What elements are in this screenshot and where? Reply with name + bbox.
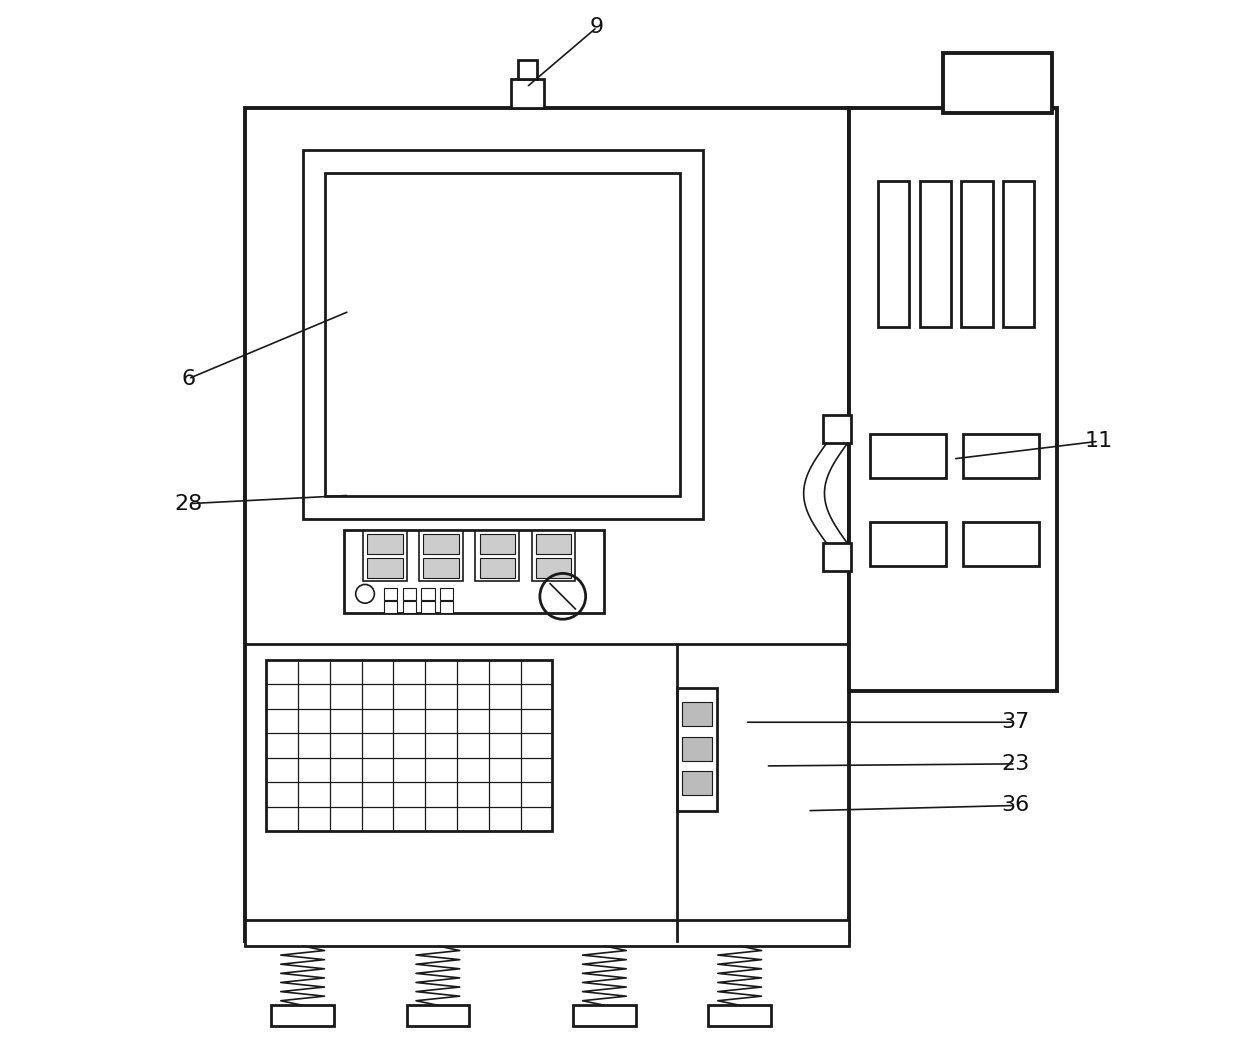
Bar [475, 532, 520, 581]
Bar [823, 415, 851, 444]
Text: 23: 23 [1002, 754, 1029, 774]
Text: 11: 11 [1085, 431, 1112, 451]
Bar [422, 587, 435, 600]
Bar [363, 532, 407, 581]
Bar [677, 688, 717, 811]
Bar [480, 558, 515, 578]
Bar [367, 534, 403, 554]
Text: 37: 37 [1002, 712, 1029, 732]
Text: 28: 28 [174, 494, 202, 514]
Bar [961, 181, 992, 327]
Bar [480, 534, 515, 554]
Bar [272, 1005, 334, 1026]
Bar [367, 558, 403, 578]
Bar [823, 543, 851, 572]
Bar [869, 522, 946, 566]
Bar [423, 534, 459, 554]
Bar [440, 587, 454, 600]
Bar [963, 522, 1039, 566]
Text: 9: 9 [590, 17, 604, 37]
Bar [423, 558, 459, 578]
Bar [682, 771, 712, 795]
Bar [267, 660, 552, 832]
Bar [536, 534, 572, 554]
Bar [246, 920, 849, 946]
Bar [303, 150, 703, 519]
Bar [325, 173, 681, 496]
Bar [920, 181, 951, 327]
Bar [419, 532, 463, 581]
Bar [422, 601, 435, 614]
Bar [878, 181, 909, 327]
Bar [246, 108, 849, 941]
Bar [403, 587, 417, 600]
Bar [1003, 181, 1034, 327]
Text: 6: 6 [181, 369, 195, 389]
Bar [518, 61, 537, 79]
Bar [869, 434, 946, 477]
Bar [942, 53, 1052, 113]
Bar [383, 587, 397, 600]
Text: 36: 36 [1002, 795, 1029, 815]
Bar [849, 108, 1056, 691]
Bar [532, 532, 575, 581]
Bar [383, 601, 397, 614]
Bar [573, 1005, 636, 1026]
Bar [682, 736, 712, 761]
Bar [440, 601, 454, 614]
Bar [708, 1005, 771, 1026]
Bar [511, 79, 544, 108]
Bar [682, 703, 712, 726]
Bar [536, 558, 572, 578]
Bar [403, 601, 417, 614]
Bar [345, 530, 604, 613]
Bar [963, 434, 1039, 477]
Bar [407, 1005, 469, 1026]
